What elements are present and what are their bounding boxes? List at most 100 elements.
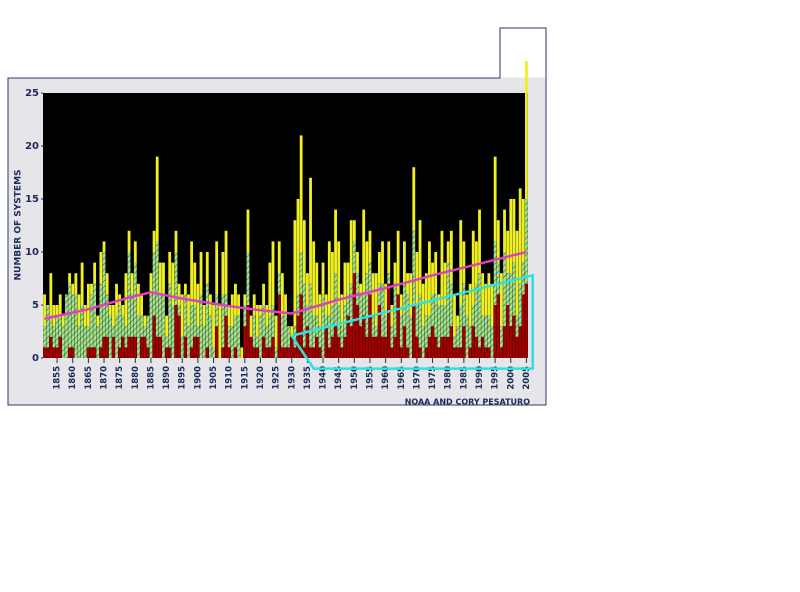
bar-segment	[296, 315, 300, 358]
bar-segment	[465, 315, 469, 358]
bar-segment	[90, 294, 93, 348]
bar-segment	[374, 336, 378, 358]
bar-segment	[487, 315, 491, 348]
bar-segment	[324, 294, 328, 316]
bar-segment	[43, 294, 46, 327]
bar-segment	[230, 294, 234, 327]
bar-segment	[255, 305, 259, 337]
bar-segment	[484, 315, 488, 348]
bar-segment	[365, 336, 369, 358]
bar-segment	[334, 326, 337, 358]
bar-segment	[271, 305, 275, 337]
bar-segment	[468, 347, 472, 358]
bar-segment	[108, 305, 112, 316]
x-tick-label: 1895	[178, 366, 188, 390]
bar-segment	[180, 336, 184, 358]
bar-segment	[449, 283, 453, 327]
x-tick-label: 1925	[272, 366, 282, 390]
bar-segment	[80, 305, 84, 358]
bar-segment	[446, 241, 450, 263]
bar-segment	[55, 305, 59, 316]
y-axis-label: NUMBER OF SYSTEMS	[14, 169, 24, 280]
bar-segment	[481, 336, 485, 358]
bar-segment	[102, 252, 106, 337]
bar-segment	[305, 273, 309, 305]
bar-segment	[352, 273, 356, 358]
bar-segment	[484, 347, 488, 358]
bar-segment	[71, 283, 75, 295]
bar-segment	[503, 252, 506, 327]
bar-segment	[243, 326, 247, 358]
bar-segment	[227, 347, 231, 358]
bar-segment	[137, 315, 140, 358]
bar-segment	[343, 262, 347, 305]
bar-segment	[356, 305, 359, 358]
x-tick-label: 1915	[240, 366, 250, 390]
bar-segment	[127, 230, 131, 252]
bar-segment	[309, 177, 312, 284]
bar-segment	[302, 220, 306, 284]
bar-segment	[434, 336, 438, 358]
x-tick-label: 1985	[459, 366, 469, 390]
bar-segment	[43, 347, 46, 358]
bar-segment	[121, 315, 125, 337]
bar-segment	[462, 283, 466, 327]
bar-segment	[331, 305, 334, 337]
bar-segment	[143, 336, 147, 358]
bar-segment	[284, 294, 287, 316]
bar-segment	[237, 294, 240, 316]
bar-segment	[349, 326, 353, 358]
bar-segment	[74, 273, 78, 295]
bar-segment	[49, 315, 53, 337]
bar-segment	[93, 347, 97, 358]
bar-segment	[86, 326, 90, 348]
bar-segment	[515, 315, 519, 337]
bar-segment	[305, 326, 309, 358]
bar-segment	[155, 156, 159, 242]
bar-segment	[208, 315, 212, 358]
bar-segment	[409, 315, 413, 358]
bar-segment	[377, 305, 381, 358]
bar-segment	[459, 305, 463, 348]
bar-segment	[202, 326, 206, 358]
bar-segment	[402, 241, 406, 284]
bar-segment	[221, 347, 225, 358]
bar-segment	[196, 283, 200, 327]
bar-segment	[193, 336, 197, 358]
bar-segment	[496, 220, 500, 263]
x-tick-label: 1880	[131, 366, 141, 390]
bar-segment	[90, 283, 93, 295]
bar-segment	[428, 315, 431, 337]
bar-segment	[415, 305, 419, 337]
bar-segment	[443, 305, 447, 337]
bar-segment	[346, 315, 350, 358]
bar-segment	[96, 315, 100, 327]
bar-segment	[362, 209, 366, 295]
bar-segment	[143, 315, 147, 327]
bar-segment	[230, 326, 234, 358]
bar-segment	[190, 305, 194, 348]
bar-segment	[443, 336, 447, 358]
bar-segment	[205, 347, 209, 358]
bar-segment	[243, 305, 247, 327]
bar-segment	[296, 294, 300, 316]
bar-segment	[399, 347, 403, 358]
bar-segment	[318, 326, 322, 348]
bar-segment	[171, 305, 175, 358]
bar-segment	[155, 241, 159, 337]
bar-segment	[58, 336, 62, 358]
bar-segment	[359, 326, 363, 358]
bar-segment	[324, 315, 328, 327]
bar-segment	[402, 326, 406, 358]
bar-segment	[337, 305, 341, 337]
bar-segment	[406, 347, 409, 358]
bar-segment	[168, 283, 172, 348]
bar-segment	[65, 294, 68, 358]
bar-segment	[515, 230, 519, 316]
bar-segment	[215, 294, 219, 327]
bar-segment	[183, 336, 187, 358]
bar-segment	[390, 347, 394, 358]
bar-segment	[315, 262, 319, 316]
